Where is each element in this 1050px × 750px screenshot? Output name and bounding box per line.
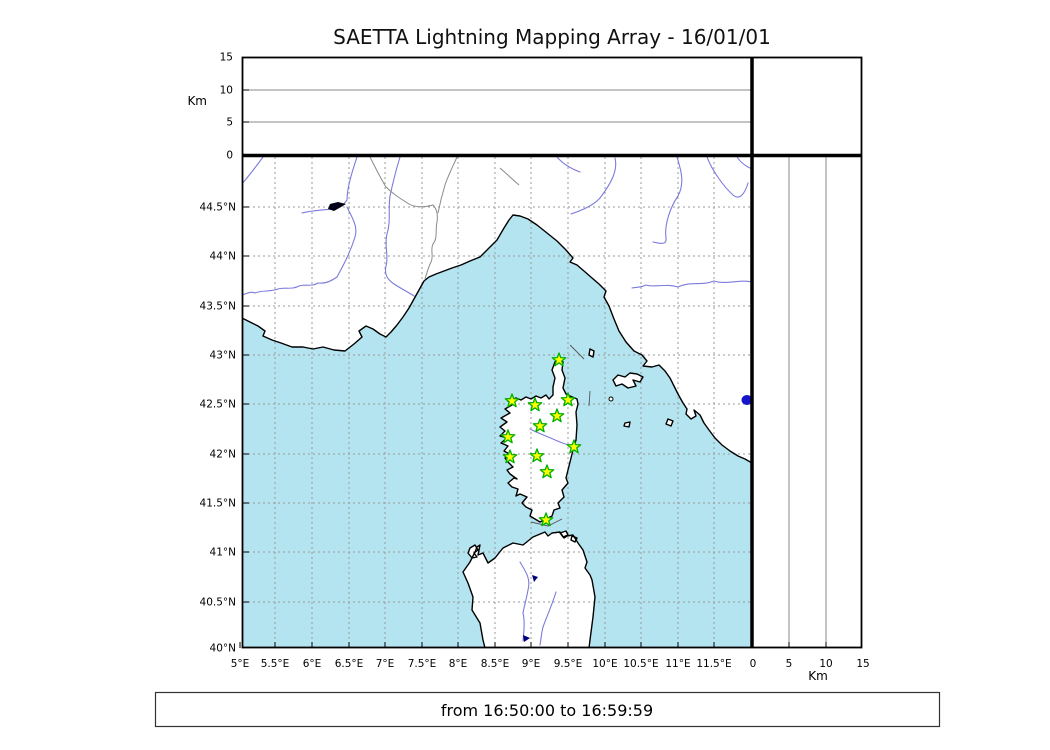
- alt-tick-label: 5: [226, 117, 233, 129]
- altitude-gridlines-right: [788, 157, 827, 647]
- lakes: [328, 202, 538, 642]
- lon-tick-label: 5.5°E: [261, 658, 290, 670]
- lon-tick-label: 11°E: [665, 658, 690, 670]
- lon-tick-label: 8.5°E: [481, 658, 510, 670]
- lat-axis-ticks: [243, 206, 249, 603]
- right-panel-labels: 0 5 10 15 Km: [750, 658, 870, 683]
- mediterranean-sea: [243, 215, 751, 647]
- page-title: SAETTA Lightning Mapping Array - 16/01/0…: [333, 25, 771, 49]
- lon-tick-label: 6°E: [303, 658, 322, 670]
- lon-tick-labels: 5°E 5.5°E 6°E 6.5°E 7°E 7.5°E 8°E 8.5°E …: [231, 658, 732, 670]
- alt-tick-label: 10: [819, 658, 832, 670]
- lat-tick-label: 44°N: [210, 251, 236, 263]
- lat-tick-label: 42.5°N: [200, 399, 236, 411]
- alt-tick-label: 0: [226, 150, 233, 162]
- lon-tick-label: 8°E: [449, 658, 468, 670]
- lat-tick-label: 41°N: [210, 547, 236, 559]
- lat-tick-label: 40°N: [210, 643, 236, 655]
- top-panel-labels: 15 10 5 0 Km: [187, 52, 233, 162]
- alt-tick-label: 15: [220, 52, 233, 64]
- lon-tick-label: 10.5°E: [623, 658, 658, 670]
- time-window-box: from 16:50:00 to 16:59:59: [154, 691, 941, 728]
- lon-tick-label: 6.5°E: [335, 658, 364, 670]
- top-panel-ticks: [243, 89, 249, 123]
- km-unit-label: Km: [808, 669, 828, 683]
- lon-tick-label: 5°E: [231, 658, 250, 670]
- altitude-gridlines-top: [243, 89, 751, 123]
- footer-frame: [154, 691, 941, 728]
- lon-tick-label: 7.5°E: [408, 658, 437, 670]
- outer-frame: [241, 56, 863, 649]
- lat-tick-label: 44.5°N: [200, 202, 236, 214]
- lon-tick-label: 7°E: [376, 658, 395, 670]
- lightning-event-dot: [741, 395, 753, 405]
- top-altitude-panel: [243, 89, 751, 123]
- lon-tick-label: 9.5°E: [554, 658, 583, 670]
- axes-frame: [239, 56, 863, 649]
- country-borders: [369, 157, 520, 280]
- lat-tick-label: 43.5°N: [200, 301, 236, 313]
- rivers: [243, 157, 751, 646]
- event-layer: [741, 395, 753, 405]
- lon-tick-label: 11.5°E: [696, 658, 731, 670]
- lon-tick-label: 9°E: [522, 658, 541, 670]
- lat-tick-label: 40.5°N: [200, 597, 236, 609]
- alt-tick-label: 5: [786, 658, 793, 670]
- footer-text: from 16:50:00 to 16:59:59: [441, 701, 653, 720]
- sea-line-marks: [530, 344, 591, 527]
- alt-tick-label: 15: [856, 658, 869, 670]
- lat-tick-label: 41.5°N: [200, 498, 236, 510]
- km-unit-label: Km: [187, 94, 207, 108]
- lat-tick-label: 42°N: [210, 449, 236, 461]
- lon-axis-ticks: [239, 642, 715, 648]
- alt-tick-label: 10: [220, 85, 233, 97]
- lon-tick-label: 10°E: [592, 658, 617, 670]
- alt-tick-label: 0: [750, 658, 757, 670]
- coastlines: [243, 214, 751, 647]
- lat-tick-label: 43°N: [210, 350, 236, 362]
- lat-tick-labels: 44.5°N 44°N 43.5°N 43°N 42.5°N 42°N 41.5…: [200, 202, 236, 655]
- right-altitude-panel: [788, 157, 827, 648]
- map-panel: [243, 157, 751, 647]
